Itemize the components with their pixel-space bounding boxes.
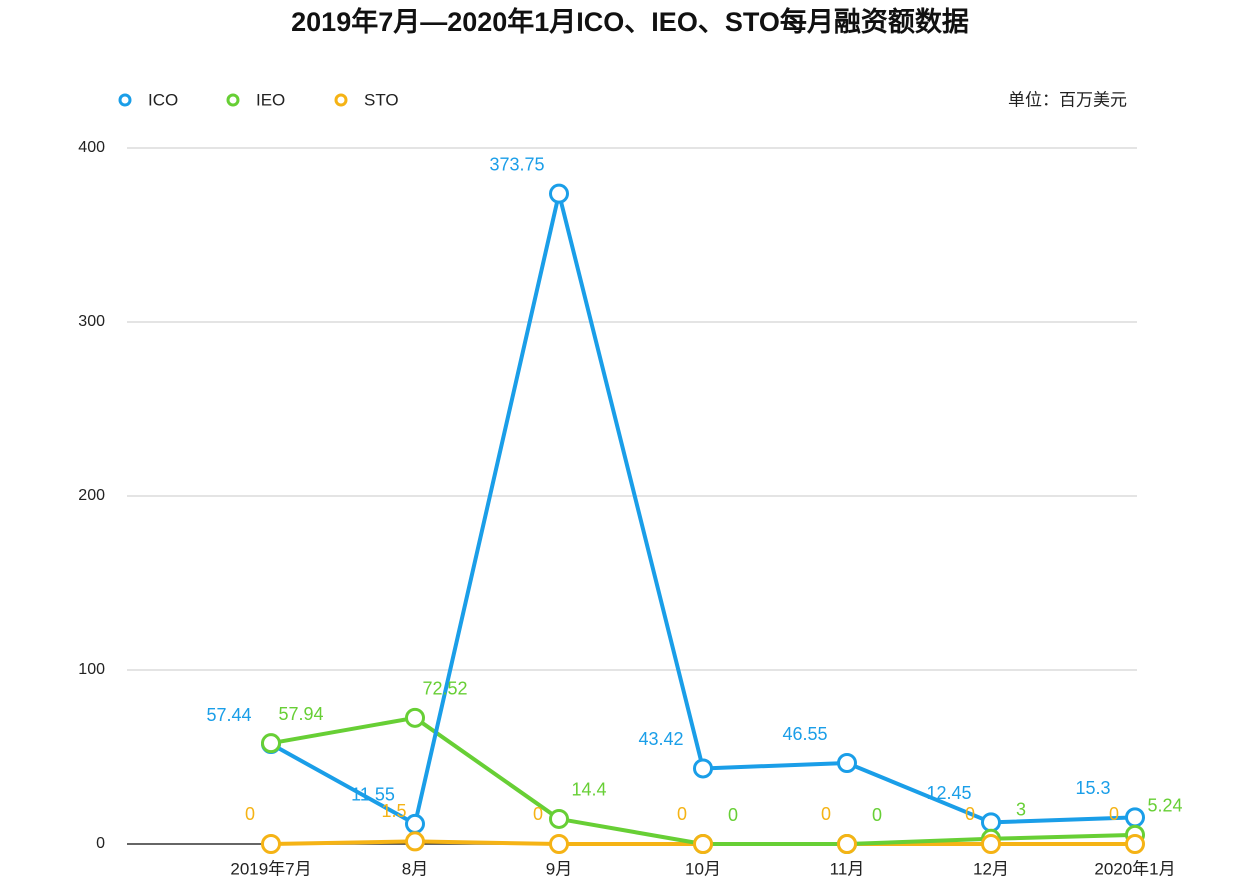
data-label: 0 (245, 804, 255, 824)
x-tick-label: 2020年1月 (1094, 859, 1175, 878)
legend-label: IEO (256, 90, 285, 109)
data-point (549, 183, 569, 204)
data-label: 12.45 (926, 783, 971, 803)
data-point (981, 834, 1001, 854)
data-point (1125, 807, 1145, 828)
data-label: 3 (1016, 800, 1026, 820)
y-tick-label: 300 (78, 313, 105, 330)
data-point (549, 808, 569, 829)
data-label: 46.55 (782, 724, 827, 744)
data-label: 5.24 (1147, 796, 1182, 816)
data-point (405, 813, 425, 834)
data-label: 14.4 (571, 780, 606, 800)
data-point (261, 733, 281, 754)
chart-title: 2019年7月—2020年1月ICO、IEO、STO每月融资额数据 (291, 6, 969, 37)
data-label: 57.94 (278, 704, 323, 724)
x-tick-label: 8月 (402, 859, 428, 878)
data-point (981, 812, 1001, 833)
unit-label: 单位：百万美元 (1008, 90, 1127, 109)
data-label: 72.52 (422, 679, 467, 699)
data-label: 0 (965, 804, 975, 824)
x-tick-label: 11月 (830, 859, 865, 878)
data-point (549, 834, 569, 854)
data-point (405, 707, 425, 728)
x-tick-label: 12月 (973, 859, 1009, 878)
y-tick-label: 400 (78, 139, 105, 156)
data-label: 0 (821, 804, 831, 824)
legend-marker (226, 93, 240, 107)
data-label: 373.75 (489, 154, 544, 174)
x-tick-label: 9月 (546, 859, 572, 878)
data-label: 43.42 (638, 729, 683, 749)
data-point (1125, 834, 1145, 854)
series-line (270, 191, 1136, 826)
legend-label: STO (364, 90, 399, 109)
data-point (837, 834, 857, 854)
data-point (837, 753, 857, 774)
data-label: 0 (533, 804, 543, 824)
legend-marker (334, 93, 348, 107)
data-label: 1.5 (381, 801, 406, 821)
y-tick-label: 200 (78, 487, 105, 504)
data-label: 15.3 (1075, 778, 1110, 798)
data-point (693, 834, 713, 854)
data-point (693, 758, 713, 779)
data-label: 0 (728, 805, 738, 825)
legend-label: ICO (148, 90, 178, 109)
data-label: 57.44 (206, 705, 251, 725)
x-tick-label: 10月 (685, 859, 721, 878)
data-label: 0 (677, 804, 687, 824)
data-label: 0 (1109, 804, 1119, 824)
legend-marker (118, 93, 132, 107)
data-label: 11.55 (351, 785, 395, 805)
data-point (405, 831, 425, 852)
x-tick-label: 2019年7月 (230, 859, 311, 878)
series-line (270, 715, 1136, 846)
data-label: 0 (872, 805, 882, 825)
y-tick-label: 0 (96, 835, 105, 852)
y-tick-label: 100 (78, 661, 105, 678)
data-point (261, 834, 281, 854)
